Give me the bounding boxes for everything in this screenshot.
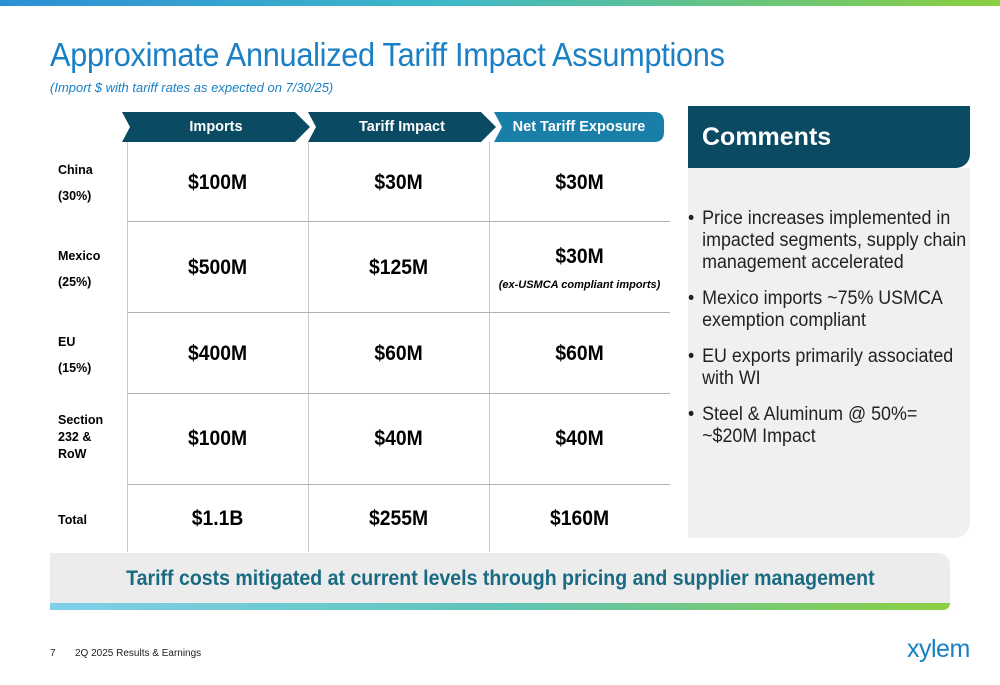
header-tariff-impact: Tariff Impact: [308, 112, 496, 142]
footer-text: 2Q 2025 Results & Earnings: [75, 648, 201, 659]
row-divider: [127, 221, 670, 222]
row-divider: [127, 484, 670, 485]
xylem-logo: xylem: [907, 635, 970, 664]
comment-item: • Price increases implemented in impacted…: [688, 208, 970, 274]
bullet-icon: •: [688, 346, 694, 368]
eu-imports: $400M: [134, 342, 301, 366]
header-imports-label: Imports: [189, 119, 242, 135]
row-label-total: Total: [58, 510, 87, 530]
mexico-net-note: (ex-USMCA compliant imports): [489, 279, 670, 291]
column-divider: [127, 142, 128, 552]
bullet-icon: •: [688, 288, 694, 310]
section232-imports: $100M: [134, 427, 301, 451]
summary-banner: Tariff costs mitigated at current levels…: [50, 553, 950, 605]
row-label-mexico: Mexico (25%): [58, 246, 100, 292]
mexico-tariff-impact: $125M: [315, 256, 482, 280]
row-label-line: 232 &: [58, 429, 103, 446]
china-tariff-impact: $30M: [315, 171, 482, 195]
comment-item: • Steel & Aluminum @ 50%= ~$20M Impact: [688, 404, 970, 448]
comment-item: • Mexico imports ~75% USMCA exemption com…: [688, 288, 970, 332]
mexico-imports: $500M: [134, 256, 301, 280]
comment-text: Steel & Aluminum @ 50%= ~$20M Impact: [702, 404, 917, 447]
row-label-line: RoW: [58, 446, 103, 463]
section232-tariff-impact: $40M: [315, 427, 482, 451]
header-imports: Imports: [122, 112, 310, 142]
comment-text: EU exports primarily associated with WI: [702, 346, 953, 389]
column-divider: [308, 142, 309, 552]
total-imports: $1.1B: [134, 507, 301, 531]
row-label-line: (30%): [58, 186, 93, 206]
china-net-exposure: $30M: [496, 171, 663, 195]
page-subtitle: (Import $ with tariff rates as expected …: [50, 80, 333, 95]
column-divider: [489, 142, 490, 552]
comment-text: Mexico imports ~75% USMCA exemption comp…: [702, 288, 942, 331]
row-divider: [127, 393, 670, 394]
comments-list: • Price increases implemented in impacted…: [688, 208, 970, 462]
row-label-line: EU: [58, 332, 91, 352]
top-accent-bar: [0, 0, 1000, 6]
comment-item: • EU exports primarily associated with WI: [688, 346, 970, 390]
bullet-icon: •: [688, 404, 694, 426]
summary-banner-text: Tariff costs mitigated at current levels…: [126, 567, 874, 591]
row-label-eu: EU (15%): [58, 332, 91, 378]
row-label-line: (15%): [58, 358, 91, 378]
total-net-exposure: $160M: [496, 507, 663, 531]
header-tariff-label: Tariff Impact: [359, 119, 445, 135]
header-net-label: Net Tariff Exposure: [513, 119, 646, 135]
china-imports: $100M: [134, 171, 301, 195]
mexico-net-exposure: $30M: [496, 245, 663, 269]
row-label-line: Section: [58, 412, 103, 429]
banner-accent-line: [50, 603, 950, 610]
comments-heading: Comments: [688, 106, 970, 168]
page-title: Approximate Annualized Tariff Impact Ass…: [50, 36, 725, 74]
row-label-line: Total: [58, 510, 87, 530]
comment-text: Price increases implemented in impacted …: [702, 208, 966, 273]
eu-net-exposure: $60M: [496, 342, 663, 366]
total-tariff-impact: $255M: [315, 507, 482, 531]
page-number: 7: [50, 648, 56, 659]
row-label-line: China: [58, 160, 93, 180]
eu-tariff-impact: $60M: [315, 342, 482, 366]
bullet-icon: •: [688, 208, 694, 230]
section232-net-exposure: $40M: [496, 427, 663, 451]
row-divider: [127, 312, 670, 313]
row-label-line: Mexico: [58, 246, 100, 266]
header-net-exposure: Net Tariff Exposure: [494, 112, 664, 142]
row-label-china: China (30%): [58, 160, 93, 206]
row-label-section-232: Section 232 & RoW: [58, 412, 103, 463]
row-label-line: (25%): [58, 272, 100, 292]
